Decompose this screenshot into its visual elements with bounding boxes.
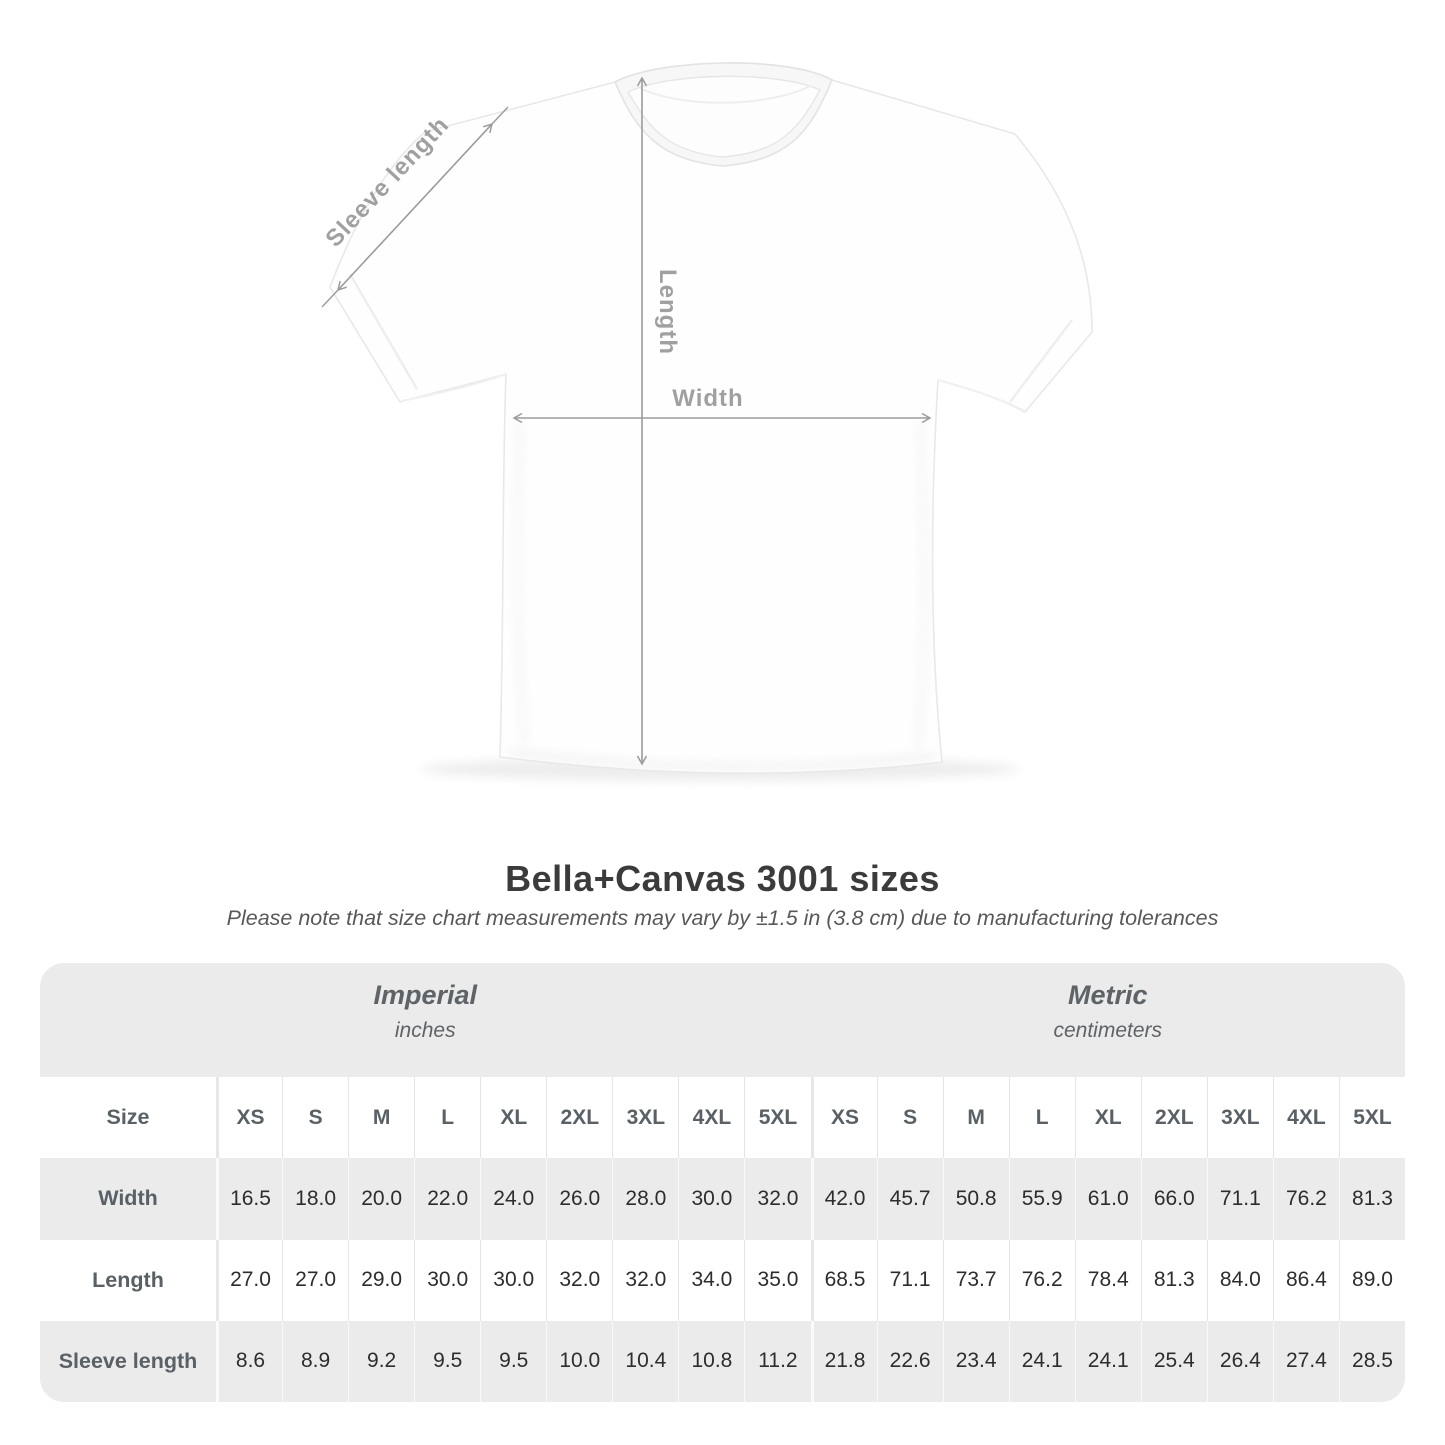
value-length-metric-m: 73.7 (942, 1239, 1009, 1321)
value-length-metric-5xl: 89.0 (1338, 1239, 1405, 1321)
shirt-svg: Sleeve length Length Width (320, 62, 1093, 781)
value-sleeve-length-metric-3xl: 26.4 (1206, 1320, 1273, 1402)
value-width-imperial-2xl: 26.0 (546, 1158, 613, 1240)
value-width-imperial-l: 22.0 (414, 1158, 481, 1240)
value-width-metric-5xl: 81.3 (1338, 1158, 1405, 1240)
value-sleeve-length-imperial-3xl: 10.4 (612, 1320, 679, 1402)
value-width-imperial-m: 20.0 (348, 1158, 415, 1240)
size-column-header: Size (40, 1077, 216, 1159)
value-width-metric-xs: 42.0 (810, 1158, 877, 1240)
size-header-imperial-xl: XL (480, 1077, 547, 1159)
value-sleeve-length-imperial-xs: 8.6 (216, 1320, 283, 1402)
value-sleeve-length-metric-xs: 21.8 (810, 1320, 877, 1402)
value-width-imperial-3xl: 28.0 (612, 1158, 679, 1240)
imperial-header: Imperial inches (40, 963, 811, 1077)
imperial-unit: inches (394, 1018, 456, 1042)
value-width-imperial-4xl: 30.0 (678, 1158, 745, 1240)
value-width-imperial-s: 18.0 (282, 1158, 349, 1240)
value-length-metric-4xl: 86.4 (1272, 1239, 1339, 1321)
value-width-metric-3xl: 71.1 (1206, 1158, 1273, 1240)
size-header-imperial-3xl: 3XL (612, 1077, 679, 1159)
value-width-metric-l: 55.9 (1008, 1158, 1075, 1240)
value-width-metric-m: 50.8 (942, 1158, 1009, 1240)
value-sleeve-length-imperial-l: 9.5 (414, 1320, 481, 1402)
size-header-imperial-2xl: 2XL (546, 1077, 613, 1159)
value-length-metric-2xl: 81.3 (1140, 1239, 1207, 1321)
value-width-metric-xl: 61.0 (1074, 1158, 1141, 1240)
value-length-imperial-xs: 27.0 (216, 1239, 283, 1321)
size-header-metric-xl: XL (1074, 1077, 1141, 1159)
value-width-metric-4xl: 76.2 (1272, 1158, 1339, 1240)
row-label-length: Length (40, 1239, 216, 1321)
size-header-metric-s: S (876, 1077, 943, 1159)
value-length-imperial-5xl: 35.0 (744, 1239, 811, 1321)
value-length-imperial-l: 30.0 (414, 1239, 481, 1321)
value-sleeve-length-metric-m: 23.4 (942, 1320, 1009, 1402)
width-label: Width (672, 385, 743, 412)
value-width-imperial-5xl: 32.0 (744, 1158, 811, 1240)
shirt-collar (613, 62, 834, 167)
value-length-metric-s: 71.1 (876, 1239, 943, 1321)
sleeve-length-arrow (321, 106, 509, 308)
value-sleeve-length-imperial-4xl: 10.8 (678, 1320, 745, 1402)
size-header-imperial-xs: XS (216, 1077, 283, 1159)
size-header-metric-m: M (942, 1077, 1009, 1159)
value-width-metric-2xl: 66.0 (1140, 1158, 1207, 1240)
metric-unit: centimeters (1053, 1018, 1163, 1042)
value-length-imperial-3xl: 32.0 (612, 1239, 679, 1321)
value-sleeve-length-imperial-m: 9.2 (348, 1320, 415, 1402)
value-width-imperial-xl: 24.0 (480, 1158, 547, 1240)
size-header-metric-xs: XS (810, 1077, 877, 1159)
row-label-sleeve-length: Sleeve length (40, 1320, 216, 1402)
value-length-imperial-s: 27.0 (282, 1239, 349, 1321)
value-length-imperial-xl: 30.0 (480, 1239, 547, 1321)
size-header-imperial-4xl: 4XL (678, 1077, 745, 1159)
value-sleeve-length-metric-xl: 24.1 (1074, 1320, 1141, 1402)
metric-title: Metric (1067, 979, 1148, 1010)
value-width-metric-s: 45.7 (876, 1158, 943, 1240)
value-length-metric-3xl: 84.0 (1206, 1239, 1273, 1321)
size-header-metric-2xl: 2XL (1140, 1077, 1207, 1159)
value-length-imperial-4xl: 34.0 (678, 1239, 745, 1321)
value-length-metric-xs: 68.5 (810, 1239, 877, 1321)
size-chart-title: Bella+Canvas 3001 sizes (505, 858, 940, 899)
size-header-metric-l: L (1008, 1077, 1075, 1159)
value-sleeve-length-imperial-xl: 9.5 (480, 1320, 547, 1402)
size-header-imperial-m: M (348, 1077, 415, 1159)
shirt-figure: Sleeve length Length Width (320, 62, 1095, 792)
row-label-width: Width (40, 1158, 216, 1240)
value-sleeve-length-metric-s: 22.6 (876, 1320, 943, 1402)
value-length-imperial-m: 29.0 (348, 1239, 415, 1321)
value-sleeve-length-imperial-2xl: 10.0 (546, 1320, 613, 1402)
value-length-metric-xl: 78.4 (1074, 1239, 1141, 1321)
size-header-metric-4xl: 4XL (1272, 1077, 1339, 1159)
imperial-title: Imperial (373, 979, 478, 1010)
metric-header: Metric centimeters (810, 963, 1405, 1077)
size-header-imperial-l: L (414, 1077, 481, 1159)
size-header-metric-5xl: 5XL (1338, 1077, 1405, 1159)
value-sleeve-length-metric-l: 24.1 (1008, 1320, 1075, 1402)
size-chart-subtitle: Please note that size chart measurements… (226, 906, 1219, 930)
size-header-imperial-s: S (282, 1077, 349, 1159)
size-table: Imperial inches Metric centimeters Size X… (40, 963, 1405, 1402)
value-length-metric-l: 76.2 (1008, 1239, 1075, 1321)
value-sleeve-length-metric-5xl: 28.5 (1338, 1320, 1405, 1402)
length-label: Length (654, 269, 681, 355)
value-sleeve-length-imperial-s: 8.9 (282, 1320, 349, 1402)
value-sleeve-length-metric-2xl: 25.4 (1140, 1320, 1207, 1402)
value-width-imperial-xs: 16.5 (216, 1158, 283, 1240)
value-length-imperial-2xl: 32.0 (546, 1239, 613, 1321)
value-sleeve-length-imperial-5xl: 11.2 (744, 1320, 811, 1402)
value-sleeve-length-metric-4xl: 27.4 (1272, 1320, 1339, 1402)
size-header-metric-3xl: 3XL (1206, 1077, 1273, 1159)
size-header-imperial-5xl: 5XL (744, 1077, 811, 1159)
